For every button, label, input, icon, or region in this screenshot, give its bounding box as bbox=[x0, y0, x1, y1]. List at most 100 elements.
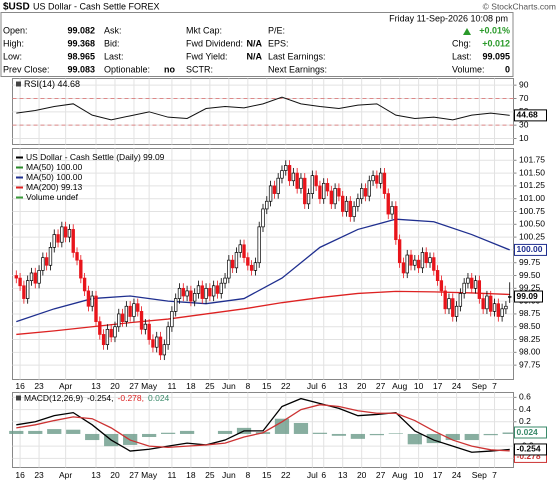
field-label: Fwd Dividend: bbox=[186, 38, 243, 48]
field-value: 99.368 bbox=[67, 38, 95, 48]
x-tick-label: 18 bbox=[186, 381, 196, 391]
symbol: $USD bbox=[3, 2, 30, 13]
candle-body bbox=[234, 252, 239, 269]
field-label: Low: bbox=[3, 51, 22, 61]
field-label: Ask: bbox=[104, 25, 122, 35]
candle-body bbox=[504, 305, 508, 310]
legend-icon bbox=[16, 395, 21, 401]
candle-body bbox=[14, 275, 18, 279]
candle-body bbox=[44, 257, 49, 266]
y-tick-label: 100.75 bbox=[519, 206, 545, 216]
candle-body bbox=[394, 206, 398, 241]
x-tick-label: 23 bbox=[34, 381, 44, 391]
candle-body bbox=[409, 254, 413, 266]
candle-body bbox=[253, 262, 258, 271]
candle-body bbox=[136, 303, 140, 312]
candle-body bbox=[151, 339, 155, 348]
x-tick-label: 6 bbox=[321, 470, 326, 480]
y-tick-label: 98.25 bbox=[519, 334, 541, 344]
candle-body bbox=[325, 182, 330, 192]
candle-body bbox=[105, 328, 110, 346]
candle-body bbox=[162, 344, 166, 356]
x-tick-label: Apr bbox=[59, 381, 72, 391]
x-tick-label: 15 bbox=[262, 470, 272, 480]
x-tick-label: 20 bbox=[110, 470, 120, 480]
x-tick-label: 16 bbox=[15, 470, 25, 480]
x-tick-label: 22 bbox=[281, 381, 291, 391]
moving-average-line bbox=[16, 218, 510, 323]
candle-body bbox=[454, 305, 459, 317]
x-tick-label: 11 bbox=[167, 470, 176, 480]
candle-body bbox=[397, 239, 402, 264]
candle-body bbox=[443, 290, 447, 310]
y-tick-label: 98.75 bbox=[519, 308, 541, 318]
candle-body bbox=[22, 285, 26, 299]
x-tick-label: Apr bbox=[59, 470, 72, 480]
x-tick-label: 15 bbox=[262, 381, 272, 391]
histogram-bar bbox=[445, 433, 460, 441]
candle-body bbox=[451, 298, 455, 317]
candle-body bbox=[67, 229, 72, 238]
candle-body bbox=[132, 303, 136, 317]
y-tick-label: 30 bbox=[519, 119, 529, 129]
candle-body bbox=[98, 321, 102, 335]
candle-body bbox=[485, 295, 489, 310]
candle-body bbox=[306, 193, 311, 205]
histogram-bar bbox=[274, 418, 290, 434]
candle-body bbox=[500, 308, 504, 317]
macd-line bbox=[16, 404, 510, 452]
candle-body bbox=[508, 296, 512, 298]
value-box bbox=[514, 290, 543, 303]
x-tick-label: 11 bbox=[167, 381, 176, 391]
candle-body bbox=[371, 175, 375, 182]
instrument-name: US Dollar - Cash Settle FOREX bbox=[33, 1, 160, 11]
y-tick-label: 100.50 bbox=[519, 219, 545, 229]
candle-body bbox=[390, 206, 394, 215]
candle-body bbox=[48, 247, 53, 266]
y-tick-label: 90 bbox=[519, 79, 529, 89]
x-tick-label: Jul bbox=[307, 470, 318, 480]
candle-body bbox=[174, 298, 178, 312]
histogram-bar bbox=[179, 430, 195, 434]
x-tick-label: 20 bbox=[357, 470, 367, 480]
candle-body bbox=[37, 270, 41, 284]
field-label: High: bbox=[3, 38, 24, 48]
panel-legend: -0.278, bbox=[118, 393, 144, 403]
histogram-bar bbox=[388, 433, 403, 434]
candle-body bbox=[405, 254, 409, 274]
candle-body bbox=[386, 193, 390, 215]
x-tick-label: 17 bbox=[433, 470, 443, 480]
histogram-bar bbox=[85, 433, 100, 441]
candle-body bbox=[177, 287, 182, 299]
candle-body bbox=[257, 226, 261, 264]
candle-body bbox=[466, 277, 470, 284]
histogram-bar bbox=[217, 430, 233, 434]
candle-body bbox=[90, 295, 94, 307]
candle-body bbox=[246, 257, 250, 266]
candle-body bbox=[60, 226, 64, 243]
y-tick-label: 0.6 bbox=[519, 392, 531, 402]
candle-body bbox=[128, 305, 132, 317]
value-box-label: 100.00 bbox=[517, 244, 543, 254]
field-label: Optionable: bbox=[104, 64, 150, 74]
candle-body bbox=[117, 313, 121, 328]
candle-body bbox=[86, 290, 91, 307]
candle-body bbox=[341, 195, 345, 212]
candle-body bbox=[227, 259, 231, 279]
candle-body bbox=[424, 252, 428, 264]
x-tick-label: Jul bbox=[307, 381, 318, 391]
candle-body bbox=[401, 262, 406, 274]
histogram-bar bbox=[350, 433, 366, 439]
candle-body bbox=[310, 175, 315, 194]
field-label: SCTR: bbox=[186, 64, 213, 74]
histogram-bar bbox=[331, 433, 347, 436]
candle-body bbox=[458, 293, 463, 307]
candle-body bbox=[101, 334, 106, 346]
field-label: Bid: bbox=[104, 38, 120, 48]
histogram-bar bbox=[66, 429, 81, 434]
x-tick-label: 18 bbox=[186, 470, 196, 480]
candle-body bbox=[318, 185, 322, 200]
candle-body bbox=[295, 172, 299, 189]
y-tick-label: 101.25 bbox=[519, 180, 545, 190]
